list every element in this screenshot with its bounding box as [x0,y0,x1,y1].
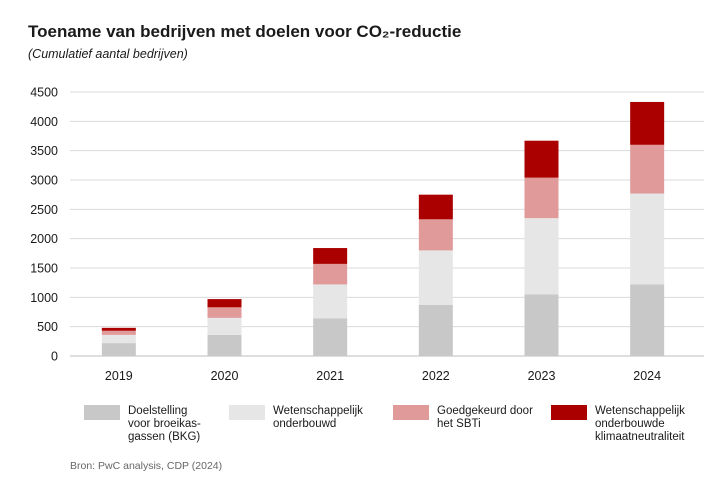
bar-2021-series-1 [313,318,348,356]
bar-2023-series-2 [524,218,559,295]
legend-swatch-science-based [229,405,265,420]
x-tick-label-2020: 2020 [211,369,239,383]
x-axis-ticks: 2019 2020 2021 2022 2023 2024 [105,369,661,383]
y-tick-label-0: 0 [51,350,58,364]
y-tick-label-4500: 4500 [30,86,58,100]
stacked-bar-chart: 0 500 1000 1500 2000 2500 3000 3500 4000 4500 201… [30,86,704,383]
bar-2022-series-3 [418,219,453,251]
bar-2019-series-2 [101,334,136,344]
legend: Doelstelling voor broeikas- gassen (BKG)… [84,405,714,455]
bar-2019-series-3 [101,330,136,335]
bar-2021-series-2 [313,284,348,319]
bar-2020-series-3 [207,307,242,318]
y-tick-label-500: 500 [37,320,58,334]
bar-2020-series-4 [207,299,242,308]
legend-swatch-bkg [84,405,120,420]
y-tick-label-2000: 2000 [30,232,58,246]
x-tick-label-2023: 2023 [528,369,556,383]
bar-2023-series-1 [524,294,559,356]
chart-title: Toename van bedrijven met doelen voor CO… [28,22,462,41]
legend-swatch-sbti-approved [393,405,429,420]
bars [101,101,665,356]
y-tick-label-2500: 2500 [30,203,58,217]
y-axis-ticks: 0 500 1000 1500 2000 2500 3000 3500 4000 4500 [30,86,58,364]
legend-swatch-net-zero [551,405,587,420]
bar-2020-series-2 [207,317,242,335]
x-tick-label-2019: 2019 [105,369,133,383]
y-tick-label-4000: 4000 [30,115,58,129]
legend-label-science-based: Wetenschappelijk onderbouwd [273,405,363,430]
chart-subtitle: (Cumulatief aantal bedrijven) [28,47,188,61]
y-tick-label-1000: 1000 [30,291,58,305]
grid-lines [70,91,704,357]
x-tick-label-2021: 2021 [316,369,344,383]
y-tick-label-3500: 3500 [30,144,58,158]
x-tick-label-2022: 2022 [422,369,450,383]
legend-item-bkg: Doelstelling voor broeikas- gassen (BKG) [84,405,228,444]
x-tick-label-2024: 2024 [633,369,661,383]
bar-2021-series-4 [313,248,348,264]
bar-2020-series-1 [207,334,242,356]
bar-2024-series-4 [630,101,665,145]
bar-2022-series-2 [418,250,453,305]
bar-2022-series-4 [418,194,453,220]
bar-2021-series-3 [313,263,348,285]
source-note: Bron: PwC analysis, CDP (2024) [70,460,223,472]
legend-label-sbti-approved: Goedgekeurd door het SBTi [437,405,533,430]
y-tick-label-1500: 1500 [30,262,58,276]
legend-item-net-zero: Wetenschappelijk onderbouwde klimaatneut… [551,405,695,444]
bar-2024-series-3 [630,144,665,194]
bar-2023-series-3 [524,177,559,219]
y-tick-label-3000: 3000 [30,174,58,188]
bar-2022-series-1 [418,304,453,356]
legend-item-sbti-approved: Goedgekeurd door het SBTi [393,405,537,431]
bar-2019-series-1 [101,343,136,356]
bar-2024-series-2 [630,193,665,285]
bar-2023-series-4 [524,140,559,178]
bar-2024-series-1 [630,284,665,356]
bar-2019-series-4 [101,327,136,331]
legend-label-bkg: Doelstelling voor broeikas- gassen (BKG) [128,405,201,443]
legend-item-science-based: Wetenschappelijk onderbouwd [229,405,373,431]
legend-label-net-zero: Wetenschappelijk onderbouwde klimaatneut… [595,405,685,443]
